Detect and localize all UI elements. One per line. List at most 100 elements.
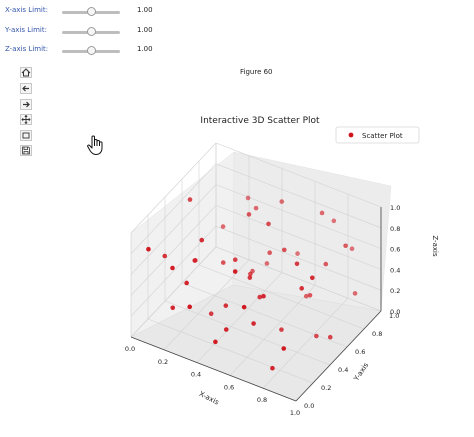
scatter-point [282,247,287,253]
scatter-point [295,251,300,256]
floor-grid-line [147,318,314,384]
scatter-point [343,243,348,249]
floor-grid-line [198,264,365,330]
back-grid-line [215,142,382,208]
back-grid-line [215,163,382,229]
x-axis-slider-handle[interactable] [86,7,96,16]
scatter-point [299,286,305,291]
forward-arrow-icon [23,101,30,108]
scatter-point [246,212,252,217]
y-axis-line [295,310,382,402]
back-grid-line [215,225,382,291]
save-button[interactable] [20,145,32,156]
left-grid-line [130,184,217,275]
figure-label: Figure 60 [240,68,273,76]
floor-grid-line [262,297,349,389]
scatter-point [232,269,238,274]
scatter-point [294,261,300,267]
axes: 0.00.20.40.60.81.00.00.20.40.60.81.00.00… [125,204,401,417]
z-tick-label: 0.2 [390,287,400,295]
scatter-point [310,275,315,281]
x-tick-label: 0.6 [224,383,234,391]
z-axis-slider-value: 1.00 [137,45,153,53]
floor-grid-line [196,272,283,363]
scatter-point [349,246,355,251]
y-tick-label: 0.8 [372,330,382,338]
home-button[interactable] [20,67,32,78]
y-tick-label: 0.6 [355,348,365,356]
back-button[interactable] [20,83,32,94]
scatter-point [267,250,273,256]
scatter-point [192,258,197,263]
floor-grid-line [229,285,316,376]
pan-button[interactable] [20,114,32,125]
y-axis-slider[interactable] [62,27,120,36]
x-axis-title: X-axis [198,390,221,407]
scatter-point [331,218,337,224]
z-tick-label: 0.6 [390,246,400,254]
scatter-point [261,293,266,299]
zoom-rectangle-icon [22,132,30,139]
y-axis-slider-value: 1.00 [137,26,153,34]
grid-lines [130,142,382,402]
hand-cursor-icon [87,135,103,155]
scatter-point [270,365,275,371]
scatter-point [248,271,253,277]
scatter-point [245,195,251,201]
scatter-point [223,327,229,332]
y-axis-title: Y-axis [352,361,371,383]
scatter-point [247,275,253,280]
scatter-point [319,210,325,216]
scatter-point [253,205,259,211]
floor-grid-line [215,246,382,312]
left-grid-line [130,163,217,255]
y-axis-slider-label: Y-axis Limit: [5,26,47,34]
x-tick-label: 0.2 [158,358,168,366]
scatter-point [162,253,168,259]
y-tick-label: 0.0 [304,402,314,410]
x-tick-label: 0.4 [191,371,201,379]
forward-button[interactable] [20,99,32,110]
x-tick-label: 0.0 [125,345,135,353]
z-axis-slider[interactable] [62,46,120,55]
scatter-point [208,311,214,317]
scatter-point [314,333,319,339]
scatter-point [281,346,287,351]
scatter-point [232,257,238,263]
scatter-point [303,293,309,299]
z-axis-slider-row: Z-axis Limit: 1.00 [0,43,180,59]
scatter-point [323,261,329,267]
zoom-button[interactable] [20,130,32,141]
x-axis-line [130,336,297,402]
scatter-point [187,197,193,202]
z-axis-slider-handle[interactable] [86,46,96,55]
floor-grid-line [163,259,250,351]
scatter-point [223,303,229,308]
back-grid-line [215,205,382,270]
scatter-point [264,261,270,266]
scatter-point [251,321,256,326]
x-axis-slider[interactable] [62,7,120,16]
z-tick-label: 0.0 [390,308,400,316]
legend-frame [335,126,420,144]
y-tick-label: 0.2 [321,384,331,392]
left-grid-line [130,205,217,296]
save-icon [22,146,30,155]
scatter-point [184,280,189,286]
scatter-point [220,224,226,229]
x-tick-label: 0.8 [257,396,267,404]
scatter-point [307,293,313,298]
left-grid-line [130,142,217,234]
scatter-point [241,304,247,310]
y-axis-slider-handle[interactable] [86,27,96,36]
x-axis-slider-label: X-axis Limit: [5,6,48,14]
scatter-point [146,246,151,252]
scatter-point [220,260,226,265]
scatter-point [187,304,192,310]
scatter-point [279,199,285,204]
scatter-points [146,195,358,371]
y-tick-label: 0.4 [338,366,348,374]
scatter-point [213,339,218,345]
x-tick-label: 1.0 [290,409,300,417]
